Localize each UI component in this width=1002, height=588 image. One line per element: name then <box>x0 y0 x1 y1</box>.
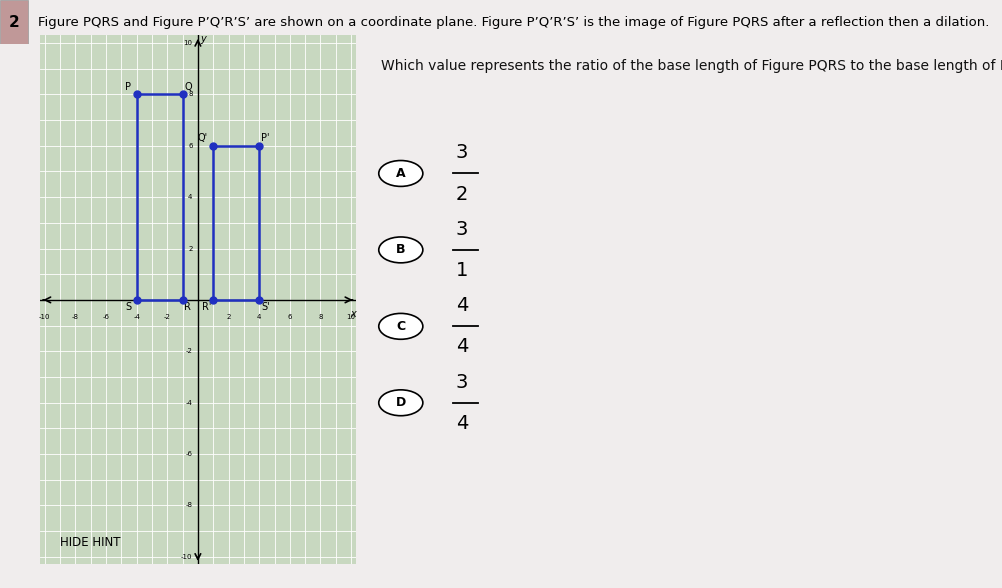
Text: 8: 8 <box>319 314 323 320</box>
Text: P: P <box>125 82 131 92</box>
Text: Which value represents the ratio of the base length of Figure PQRS to the base l: Which value represents the ratio of the … <box>381 59 1002 73</box>
Text: 6: 6 <box>288 314 292 320</box>
Bar <box>0 0 28 44</box>
Text: -6: -6 <box>102 314 109 320</box>
Text: 4: 4 <box>188 194 192 200</box>
Text: 2: 2 <box>188 246 192 252</box>
Text: 3: 3 <box>456 143 468 162</box>
Text: HIDE HINT: HIDE HINT <box>60 536 121 549</box>
Text: R: R <box>184 302 191 312</box>
Text: x: x <box>351 309 357 319</box>
Text: 4: 4 <box>456 338 468 356</box>
Text: 6: 6 <box>188 143 192 149</box>
Text: y: y <box>200 34 206 44</box>
Text: Figure PQRS and Figure P’Q’R’S’ are shown on a coordinate plane. Figure P’Q’R’S’: Figure PQRS and Figure P’Q’R’S’ are show… <box>38 15 989 29</box>
Text: 10: 10 <box>183 40 192 46</box>
Text: -8: -8 <box>185 502 192 509</box>
Text: -2: -2 <box>185 348 192 354</box>
Text: 1: 1 <box>456 261 468 280</box>
Text: Q': Q' <box>197 133 207 143</box>
Text: -10: -10 <box>181 554 192 560</box>
Text: 8: 8 <box>188 91 192 98</box>
Text: -8: -8 <box>72 314 79 320</box>
Text: B: B <box>396 243 406 256</box>
Text: -6: -6 <box>185 451 192 457</box>
Text: 3: 3 <box>456 220 468 239</box>
Text: P': P' <box>262 133 270 143</box>
Text: R': R' <box>202 302 211 312</box>
Text: -4: -4 <box>185 400 192 406</box>
Text: 4: 4 <box>456 296 468 315</box>
Text: 3: 3 <box>456 373 468 392</box>
Text: A: A <box>396 167 406 180</box>
Text: D: D <box>396 396 406 409</box>
Text: 4: 4 <box>257 314 262 320</box>
Text: 2: 2 <box>226 314 230 320</box>
Text: 2: 2 <box>9 15 19 29</box>
Text: C: C <box>396 320 406 333</box>
Text: S: S <box>125 302 131 312</box>
Text: 2: 2 <box>456 185 468 203</box>
Text: 10: 10 <box>347 314 356 320</box>
Text: -4: -4 <box>133 314 140 320</box>
Text: -2: -2 <box>163 314 170 320</box>
Text: -10: -10 <box>39 314 50 320</box>
Text: 4: 4 <box>456 414 468 433</box>
Text: Q: Q <box>184 82 191 92</box>
Text: S': S' <box>262 302 271 312</box>
